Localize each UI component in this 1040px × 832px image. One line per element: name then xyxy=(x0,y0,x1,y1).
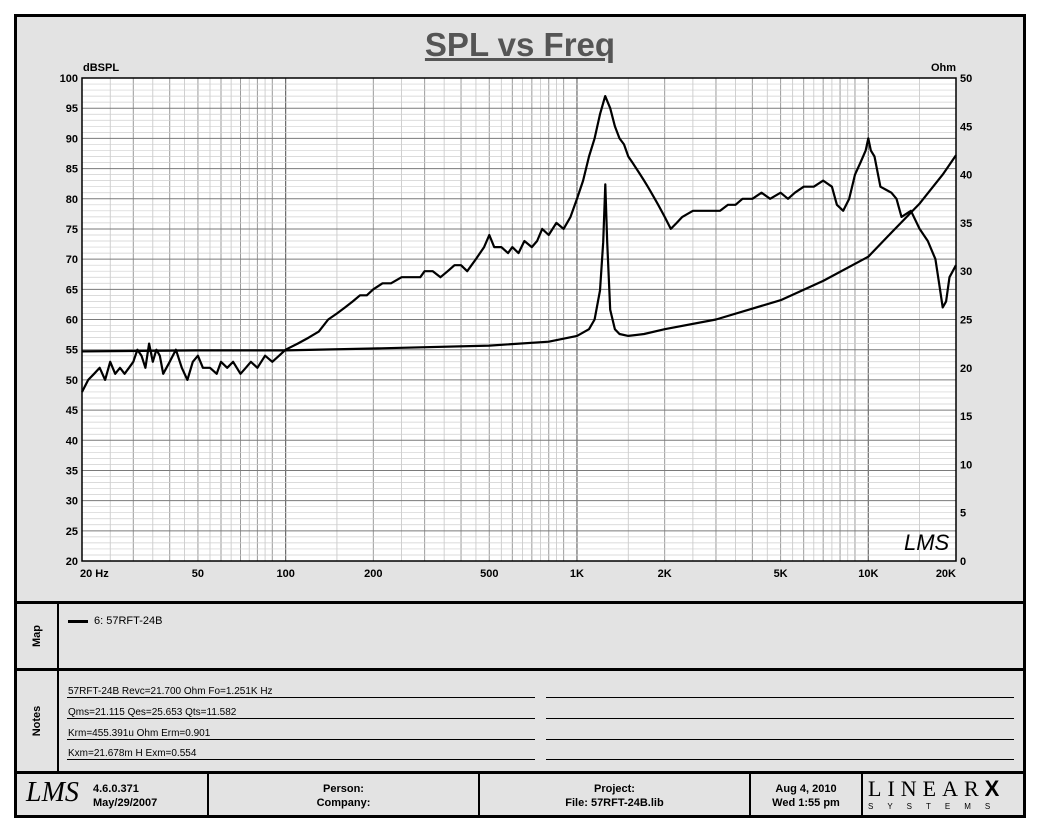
notes-rule xyxy=(67,697,535,698)
y-left-tick-label: 85 xyxy=(66,164,78,176)
map-legend: 6: 57RFT-24B xyxy=(68,615,162,627)
footer-separator xyxy=(749,773,751,817)
notes-line-3: Krm=455.391u Ohm Erm=0.901 xyxy=(68,728,211,739)
brand-x: X xyxy=(984,776,1000,801)
y-right-tick-label: 20 xyxy=(960,363,972,375)
x-tick-label: 20K xyxy=(936,568,956,580)
impedance-curve xyxy=(81,154,957,353)
map-separator xyxy=(57,603,59,669)
y-right-tick-label: 10 xyxy=(960,459,972,471)
y-left-tick-label: 55 xyxy=(66,345,78,357)
y-left-tick-label: 45 xyxy=(66,405,78,417)
x-tick-label: 500 xyxy=(480,568,498,580)
y-axis-left-ticks: 20 25 30 35 40 45 50 55 60 65 70 75 80 85 90 95 100 xyxy=(60,73,78,568)
y-right-tick-label: 5 xyxy=(960,508,966,520)
notes-rule xyxy=(546,718,1014,719)
x-tick-label: 100 xyxy=(276,568,294,580)
x-axis-ticks: 20 Hz 50 100 200 500 1K 2K 5K 10K 20K xyxy=(80,568,956,580)
notes-line-1: 57RFT-24B Revc=21.700 Ohm Fo=1.251K Hz xyxy=(68,686,273,697)
x-tick-label: 1K xyxy=(570,568,584,580)
y-axis-right-ticks: 0 5 10 15 20 25 30 35 40 45 50 xyxy=(960,73,972,568)
y-right-tick-label: 15 xyxy=(960,411,972,423)
y-axis-left-label: dBSPL xyxy=(83,62,119,74)
footer-lms-logo: LMS xyxy=(26,777,79,808)
map-section-label: Map xyxy=(31,625,43,647)
y-left-tick-label: 70 xyxy=(66,254,78,266)
notes-rule xyxy=(67,739,535,740)
y-left-tick-label: 40 xyxy=(66,435,78,447)
chart-title: SPL vs Freq xyxy=(424,26,616,63)
y-left-tick-label: 60 xyxy=(66,315,78,327)
notes-line-4: Kxm=21.678m H Exm=0.554 xyxy=(68,748,197,759)
y-left-tick-label: 100 xyxy=(60,73,78,85)
notes-line-2: Qms=21.115 Qes=25.653 Qts=11.582 xyxy=(68,707,237,718)
x-tick-label: 10K xyxy=(858,568,878,580)
brand-name: LINEAR xyxy=(868,776,985,801)
lms-watermark: LMS xyxy=(904,530,950,555)
y-left-tick-label: 20 xyxy=(66,556,78,568)
company-label: Company: xyxy=(316,797,371,809)
chart-series xyxy=(81,95,957,393)
footer-separator xyxy=(478,773,480,817)
plot-border xyxy=(81,77,957,562)
y-left-tick-label: 65 xyxy=(66,284,78,296)
x-tick-label: 20 Hz xyxy=(80,568,109,580)
footer-separator xyxy=(207,773,209,817)
y-left-tick-label: 75 xyxy=(66,224,78,236)
linearx-logo: LINEARX SYSTEMS xyxy=(868,776,1018,812)
y-right-tick-label: 40 xyxy=(960,170,972,182)
brand-subtitle: SYSTEMS xyxy=(868,802,1005,811)
y-left-tick-label: 30 xyxy=(66,496,78,508)
y-left-tick-label: 50 xyxy=(66,375,78,387)
notes-rule xyxy=(67,718,535,719)
report-time: Wed 1:55 pm xyxy=(772,797,840,809)
version-number: 4.6.0.371 xyxy=(93,783,139,795)
y-left-tick-label: 80 xyxy=(66,194,78,206)
divider-notes-top xyxy=(17,668,1023,671)
divider-map-top xyxy=(17,601,1023,604)
project-label: Project: xyxy=(594,783,635,795)
y-left-tick-label: 25 xyxy=(66,526,78,538)
footer-datetime: Aug 4, 2010 Wed 1:55 pm xyxy=(751,782,861,810)
y-left-tick-label: 90 xyxy=(66,133,78,145)
y-right-tick-label: 30 xyxy=(960,266,972,278)
legend-line-swatch xyxy=(68,619,88,623)
chart-grid xyxy=(81,77,957,562)
y-right-tick-label: 50 xyxy=(960,73,972,85)
notes-rule xyxy=(67,759,535,760)
y-right-tick-label: 25 xyxy=(960,315,972,327)
footer-project: Project: File: 57RFT-24B.lib xyxy=(480,782,749,810)
notes-section-label: Notes xyxy=(31,705,43,737)
y-left-tick-label: 35 xyxy=(66,465,78,477)
notes-separator xyxy=(57,670,59,772)
version-date: May/29/2007 xyxy=(93,797,158,809)
y-left-tick-label: 95 xyxy=(66,103,78,115)
y-right-tick-label: 35 xyxy=(960,218,972,230)
person-label: Person: xyxy=(323,783,364,795)
x-tick-label: 200 xyxy=(364,568,382,580)
x-tick-label: 50 xyxy=(192,568,204,580)
spl-curve xyxy=(81,95,957,393)
divider-footer-top xyxy=(17,771,1023,774)
notes-rule xyxy=(546,739,1014,740)
y-axis-right-label: Ohm xyxy=(931,62,956,74)
y-right-tick-label: 0 xyxy=(960,556,966,568)
footer-separator xyxy=(861,773,863,817)
footer-person-company: Person: Company: xyxy=(209,782,478,810)
spl-chart: 20 25 30 35 40 45 50 55 60 65 70 75 80 85 90 95 100 0 5 10… xyxy=(60,62,973,580)
notes-rule xyxy=(546,697,1014,698)
y-right-tick-label: 45 xyxy=(960,121,972,133)
notes-rule xyxy=(546,759,1014,760)
legend-label: 6: 57RFT-24B xyxy=(94,615,163,627)
report-date: Aug 4, 2010 xyxy=(775,783,837,795)
project-file: File: 57RFT-24B.lib xyxy=(565,797,664,809)
x-tick-label: 5K xyxy=(774,568,788,580)
x-tick-label: 2K xyxy=(658,568,672,580)
footer-version: 4.6.0.371 May/29/2007 xyxy=(93,782,157,810)
